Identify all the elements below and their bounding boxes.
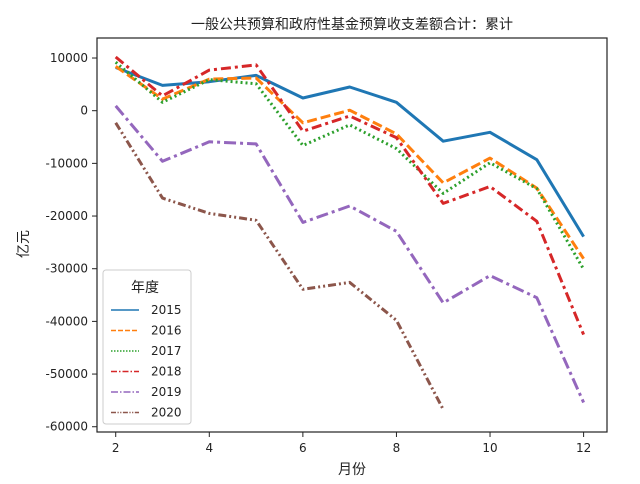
y-tick-label: -10000 [45, 156, 88, 170]
legend-label-2015: 2015 [151, 303, 182, 317]
chart-title: 一般公共预算和政府性基金预算收支差额合计：累计 [191, 16, 513, 33]
legend-label-2020: 2020 [151, 406, 182, 420]
y-tick-label: 0 [80, 104, 88, 118]
y-tick-label: -40000 [45, 314, 88, 328]
y-tick-label: -30000 [45, 262, 88, 276]
axes: 2 4 6 8 10 12 10000 0 -10000 -20000 -30000 -40000 -5… [45, 37, 608, 455]
plot-frame [96, 37, 608, 433]
legend-label-2017: 2017 [151, 344, 182, 358]
y-axis-label: 亿元 [16, 230, 32, 258]
x-tick-label: 2 [112, 441, 120, 455]
legend-label-2019: 2019 [151, 385, 182, 399]
x-tick-label: 6 [299, 441, 307, 455]
series-line-2016 [114, 65, 585, 260]
y-tick-label: 10000 [50, 51, 88, 65]
series-lines [114, 55, 585, 411]
legend-box [102, 269, 192, 425]
series-line-2017 [114, 61, 585, 270]
x-axis-label: 月份 [338, 462, 366, 478]
x-tick-label: 8 [393, 441, 401, 455]
y-tick-label: -50000 [45, 367, 88, 381]
legend: 年度 2015 2016 2017 2018 2019 2020 [102, 269, 192, 425]
series-line-2015 [115, 66, 585, 238]
legend-label-2018: 2018 [151, 365, 182, 379]
x-tick-label: 4 [205, 441, 213, 455]
y-tick-label: -20000 [45, 209, 88, 223]
legend-label-2016: 2016 [151, 324, 182, 338]
x-tick-label: 10 [482, 441, 497, 455]
x-tick-label: 12 [576, 441, 591, 455]
y-tick-label: -60000 [45, 420, 88, 434]
series-line-2020 [114, 122, 445, 411]
legend-title: 年度 [131, 280, 159, 296]
